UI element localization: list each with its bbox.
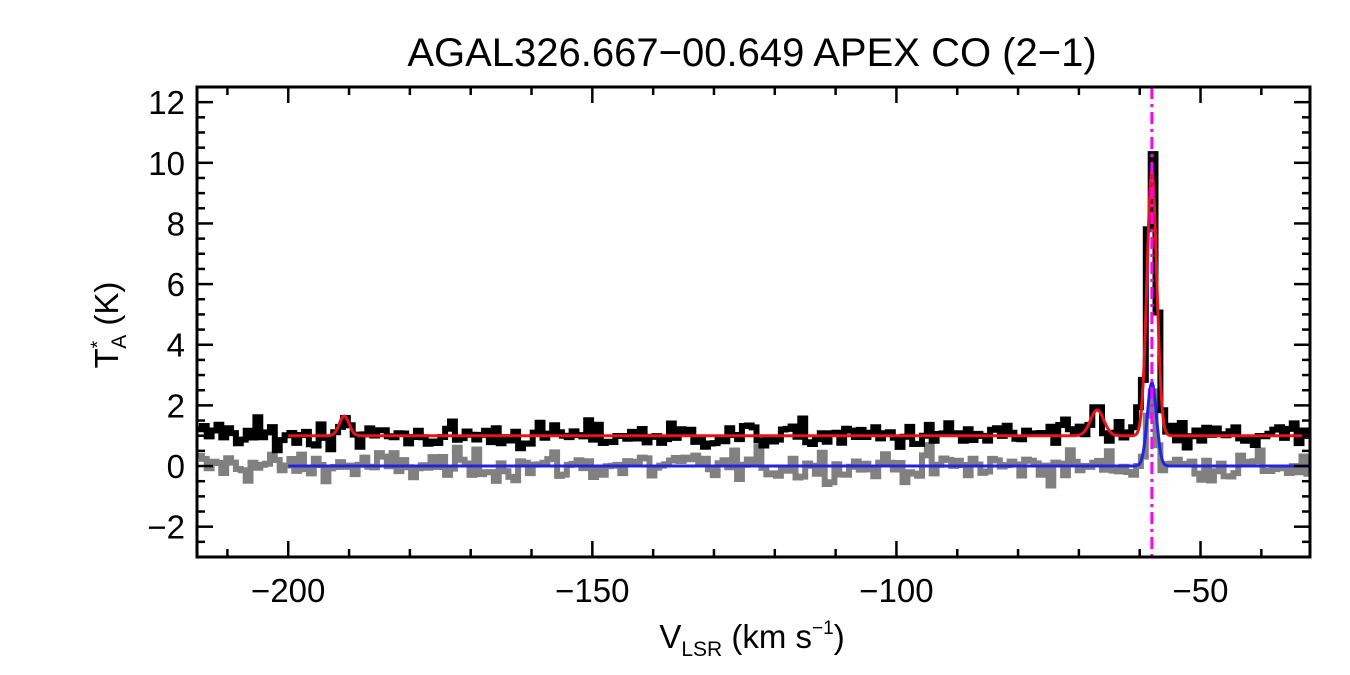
series-observed-offset (197, 151, 1310, 454)
x-tick-label: −150 (555, 572, 629, 609)
y-tick-label: 0 (167, 448, 185, 485)
x-tick-label: −200 (251, 572, 325, 609)
y-tick-label: 2 (167, 387, 185, 424)
y-tick-label: 12 (148, 84, 185, 121)
y-tick-label: 10 (148, 145, 185, 182)
y-tick-label: 8 (167, 205, 185, 242)
chart-title: AGAL326.667−00.649 APEX CO (2−1) (407, 31, 1096, 75)
y-tick-label: 6 (167, 266, 185, 303)
y-tick-label: −2 (147, 509, 185, 546)
x-axis-label: VLSR (km s−1) (659, 618, 844, 661)
plot-area (197, 87, 1310, 557)
plot-frame (195, 85, 1312, 559)
y-tick-label: 4 (167, 327, 185, 364)
axes: −200 −150 −100 −50 −2 0 2 4 6 8 10 12 (147, 84, 1312, 609)
x-tick-label: −100 (859, 572, 933, 609)
x-tick-label: −50 (1173, 572, 1229, 609)
series-fit-single (288, 380, 1310, 468)
series-fit-offset (288, 166, 1310, 438)
y-axis-label: T*A (K) (88, 282, 131, 369)
